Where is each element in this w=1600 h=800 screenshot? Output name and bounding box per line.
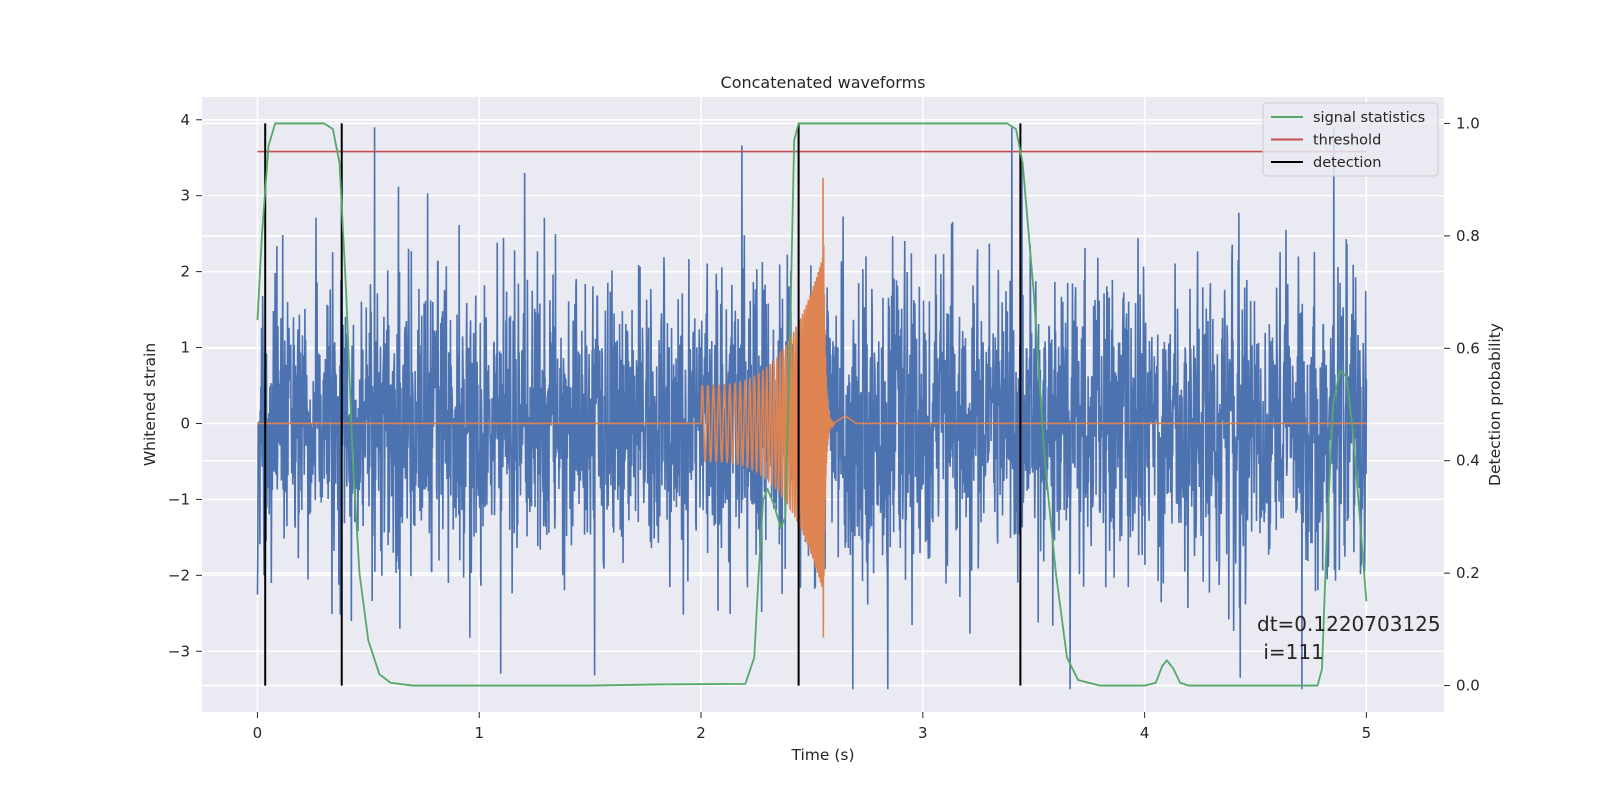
annotation-index: i=111	[1257, 640, 1324, 664]
legend-label-signal-statistics: signal statistics	[1313, 110, 1425, 126]
bottom-axis-ticks: 0 1 2 3 4 5	[253, 712, 1371, 742]
legend-label-threshold: threshold	[1313, 133, 1381, 149]
x-axis-label: Time (s)	[790, 746, 854, 764]
chart-title: Concatenated waveforms	[721, 73, 926, 92]
y-tick-label: −2	[168, 566, 190, 584]
legend-label-detection: detection	[1313, 155, 1381, 171]
y-axis-label: Whitened strain	[141, 343, 159, 466]
y-tick-label: 3	[180, 187, 190, 205]
legend: signal statistics threshold detection	[1262, 102, 1439, 177]
x-tick-label: 5	[1362, 724, 1372, 742]
y-right-tick-label: 1.0	[1456, 114, 1480, 132]
y-tick-label: −3	[168, 642, 190, 660]
left-axis-ticks: −3 −2 −1 0 1 2 3 4	[168, 111, 202, 660]
annotation-dt: dt=0.1220703125	[1257, 612, 1441, 636]
y-axis-label-right: Detection probability	[1486, 323, 1504, 486]
series-layer	[256, 122, 1368, 690]
y-right-tick-label: 0.2	[1456, 564, 1480, 582]
waveform-series-line	[257, 177, 1367, 638]
y-right-tick-label: 0.6	[1456, 339, 1480, 357]
x-tick-label: 3	[918, 724, 928, 742]
legend-box	[1262, 102, 1439, 177]
y-tick-label: 2	[180, 263, 190, 281]
x-tick-label: 1	[474, 724, 484, 742]
x-tick-label: 0	[253, 724, 263, 742]
y-tick-label: 1	[180, 339, 190, 357]
y-tick-label: 4	[180, 111, 190, 129]
x-tick-label: 4	[1140, 724, 1150, 742]
y-right-tick-label: 0.4	[1456, 452, 1480, 470]
right-axis-ticks: 0.0 0.2 0.4 0.6 0.8 1.0	[1444, 114, 1480, 695]
x-tick-label: 2	[696, 724, 706, 742]
y-tick-label: −1	[168, 490, 190, 508]
y-right-tick-label: 0.8	[1456, 227, 1480, 245]
y-tick-label: 0	[180, 414, 190, 432]
signal-statistics-line	[256, 122, 1368, 687]
y-right-tick-label: 0.0	[1456, 677, 1480, 695]
